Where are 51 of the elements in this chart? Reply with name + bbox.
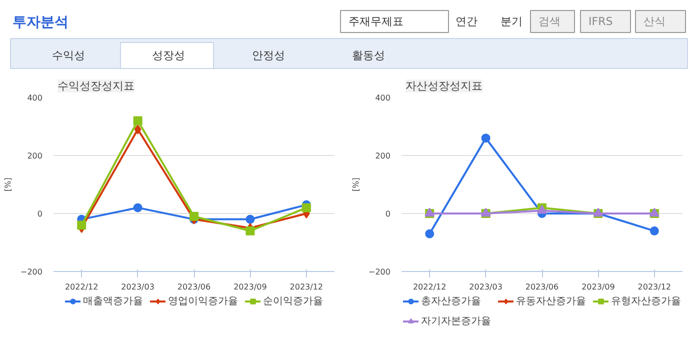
x-tick-label: 2023/06 [177,282,211,292]
y-tick-label: −200 [20,268,43,276]
text: 활동성 [352,49,385,62]
legend-label: 순이익증가율 [263,295,323,308]
text: 안정성 [252,49,285,62]
x-tick-label: 2022/12 [64,282,98,292]
text: IFRS [588,15,613,28]
point [133,116,142,126]
x-tick-label: 2022/12 [412,282,446,292]
x-tick-label: 2023/09 [582,282,615,292]
y-tick-label: −200 [368,268,391,276]
y-axis-title: [%] [4,178,13,192]
text: 수익성 [52,49,85,62]
x-tick-label: 2023/06 [525,282,559,292]
text: 연간 [456,15,478,28]
y-tick-label: 400 [27,94,43,102]
point [77,220,86,230]
legend-label: 매출액증가율 [83,295,143,308]
x-tick-label: 2023/09 [234,282,267,292]
text: 성장성 [152,49,185,62]
point [425,229,434,238]
x-tick-label: 2023/03 [121,282,154,292]
point [246,214,255,224]
point [650,226,659,236]
legend-label: 유형자산증가율 [611,295,681,308]
text: 투자분석 [12,14,68,30]
y-tick-label: 0 [385,210,391,218]
y-tick-label: 200 [27,152,43,160]
point [302,203,311,212]
point [134,124,142,134]
legend-label: 유동자산증가율 [516,295,586,308]
point [246,226,255,236]
text: 분기 [500,15,522,28]
text: 검색 [538,15,560,28]
legend-label: 영업이익증가율 [168,295,238,308]
x-tick-label: 2023/03 [469,282,502,292]
point [190,212,198,221]
y-tick-label: 0 [37,210,43,218]
text: 산식 [644,15,666,28]
chart-title: 자산성장성지표 [406,80,482,92]
legend-label: 총자산증가율 [421,295,481,308]
y-tick-label: 200 [375,152,391,160]
x-tick-label: 2023/12 [638,282,672,292]
y-tick-label: 400 [375,94,391,102]
chart-title: 수익성장성지표 [58,80,134,92]
text: 주재무제표 [348,15,404,28]
legend-label: 자기자본증가율 [421,315,491,328]
x-tick-label: 2023/12 [290,282,324,292]
y-axis-title: [%] [352,178,361,192]
point [133,203,142,212]
point [481,134,490,143]
